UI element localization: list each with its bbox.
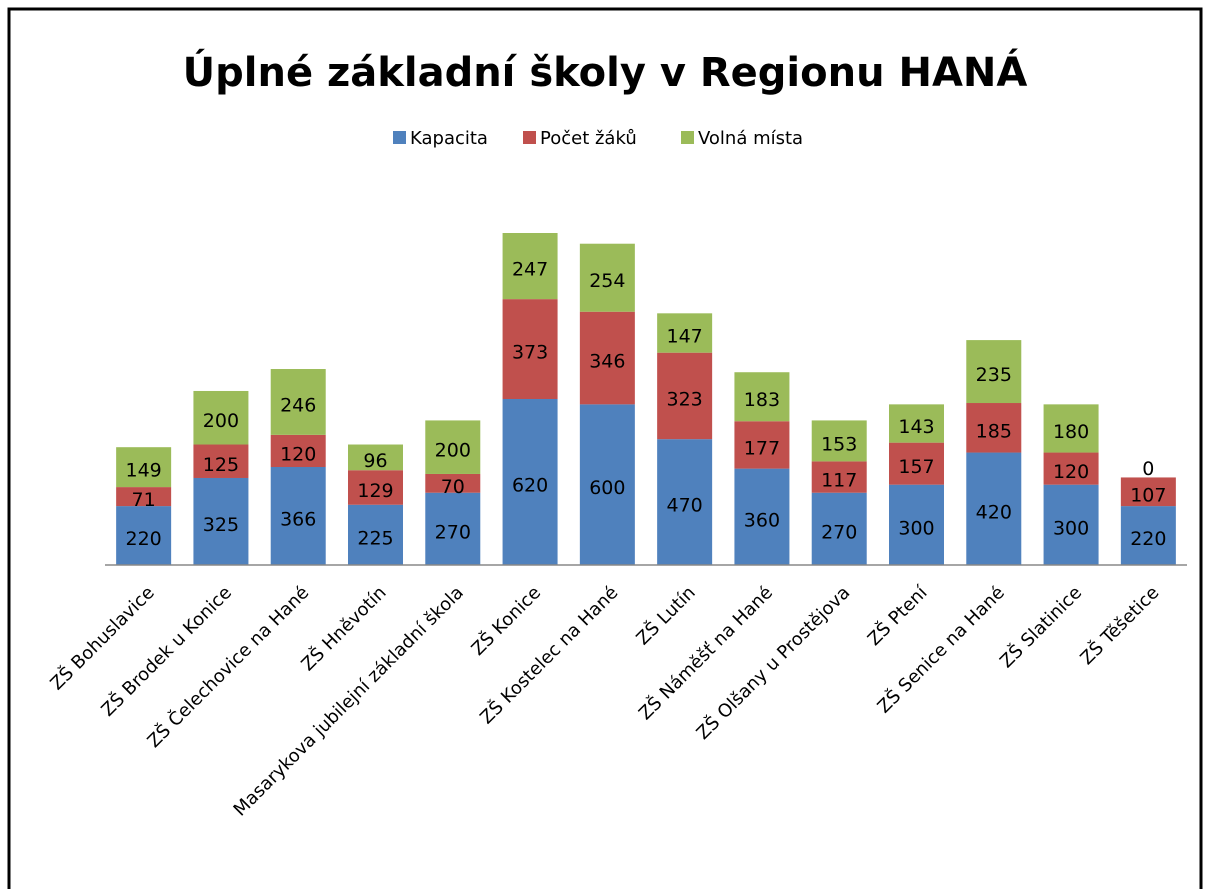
data-label: 220 xyxy=(126,528,162,550)
bar-segment xyxy=(966,452,1022,565)
bar-segment xyxy=(270,467,326,565)
data-label: 120 xyxy=(1053,461,1089,483)
data-label: 220 xyxy=(1130,528,1166,550)
bar-segment xyxy=(348,470,403,505)
data-label: 254 xyxy=(589,270,625,292)
data-label: 200 xyxy=(203,410,239,432)
data-label: 125 xyxy=(203,454,239,476)
data-label: 149 xyxy=(126,460,162,482)
bar-segment xyxy=(1120,506,1176,565)
bar-segment xyxy=(811,461,867,493)
data-label: 323 xyxy=(667,388,703,410)
data-label: 0 xyxy=(1142,458,1154,480)
data-label: 71 xyxy=(132,489,156,511)
data-label: 270 xyxy=(435,521,471,543)
bar-segment xyxy=(425,420,481,474)
bar-segment xyxy=(889,442,944,485)
data-label: 70 xyxy=(441,476,465,498)
bar-segment xyxy=(1120,477,1176,507)
bar-segment xyxy=(811,492,867,565)
data-label: 117 xyxy=(821,470,857,492)
data-label: 300 xyxy=(1053,517,1089,539)
bar-segment xyxy=(657,352,713,440)
bar-segment xyxy=(270,369,326,435)
data-label: 420 xyxy=(976,501,1012,523)
data-label: 325 xyxy=(203,514,239,536)
bar-segment xyxy=(734,372,790,422)
bar-segment xyxy=(116,447,172,488)
data-label: 270 xyxy=(821,521,857,543)
data-label: 346 xyxy=(589,351,625,373)
bar-segment xyxy=(1043,452,1099,485)
bar-segment xyxy=(579,404,635,565)
bar-segment xyxy=(425,492,481,565)
bar-segment xyxy=(193,390,249,445)
bar-segment xyxy=(1043,404,1099,453)
data-label: 143 xyxy=(898,416,934,438)
data-label: 157 xyxy=(898,456,934,478)
data-label: 147 xyxy=(667,326,703,348)
data-label: 470 xyxy=(667,495,703,517)
legend-label: Kapacita xyxy=(410,128,488,149)
bar-segment xyxy=(116,487,172,507)
bar-segment xyxy=(734,468,790,565)
data-label: 180 xyxy=(1053,421,1089,443)
bar-segment xyxy=(193,477,249,565)
bar-segment xyxy=(270,434,326,468)
bar-segment xyxy=(116,506,172,565)
data-label: 247 xyxy=(512,259,548,281)
bar-segment xyxy=(1043,484,1099,565)
data-label: 96 xyxy=(363,450,387,472)
legend-swatch xyxy=(393,131,406,144)
bar-segment xyxy=(811,420,867,462)
bar-segment xyxy=(966,340,1022,404)
data-label: 360 xyxy=(744,509,780,531)
data-label: 300 xyxy=(898,517,934,539)
legend-swatch xyxy=(523,131,536,144)
bar-segment xyxy=(657,313,713,353)
bar-segment xyxy=(657,439,713,565)
data-label: 600 xyxy=(589,477,625,499)
bar-segment xyxy=(502,233,558,300)
data-label: 153 xyxy=(821,433,857,455)
bar-segment xyxy=(425,473,481,493)
bar-segment xyxy=(579,311,635,405)
bar-segment xyxy=(502,399,558,565)
data-label: 366 xyxy=(280,509,316,531)
data-label: 235 xyxy=(976,364,1012,386)
data-label: 373 xyxy=(512,342,548,364)
bar-segment xyxy=(889,484,944,565)
bar-segment xyxy=(966,403,1022,453)
bar-segment xyxy=(348,504,403,565)
legend-label: Volná místa xyxy=(698,128,803,149)
bar-segment xyxy=(502,299,558,399)
data-label: 183 xyxy=(744,389,780,411)
bar-segment xyxy=(579,243,635,312)
data-label: 200 xyxy=(435,440,471,462)
data-label: 107 xyxy=(1130,484,1166,506)
data-label: 246 xyxy=(280,394,316,416)
data-label: 225 xyxy=(357,527,393,549)
bar-segment xyxy=(889,404,944,443)
legend-swatch xyxy=(681,131,694,144)
data-label: 120 xyxy=(280,443,316,465)
data-label: 185 xyxy=(976,420,1012,442)
chart-title: Úplné základní školy v Regionu HANÁ xyxy=(183,48,1028,96)
bar-segment xyxy=(193,444,249,478)
legend-label: Počet žáků xyxy=(540,128,637,149)
bar-segment xyxy=(734,421,790,469)
data-label: 129 xyxy=(357,480,393,502)
data-label: 620 xyxy=(512,475,548,497)
bar-segment xyxy=(348,444,403,471)
data-label: 177 xyxy=(744,437,780,459)
